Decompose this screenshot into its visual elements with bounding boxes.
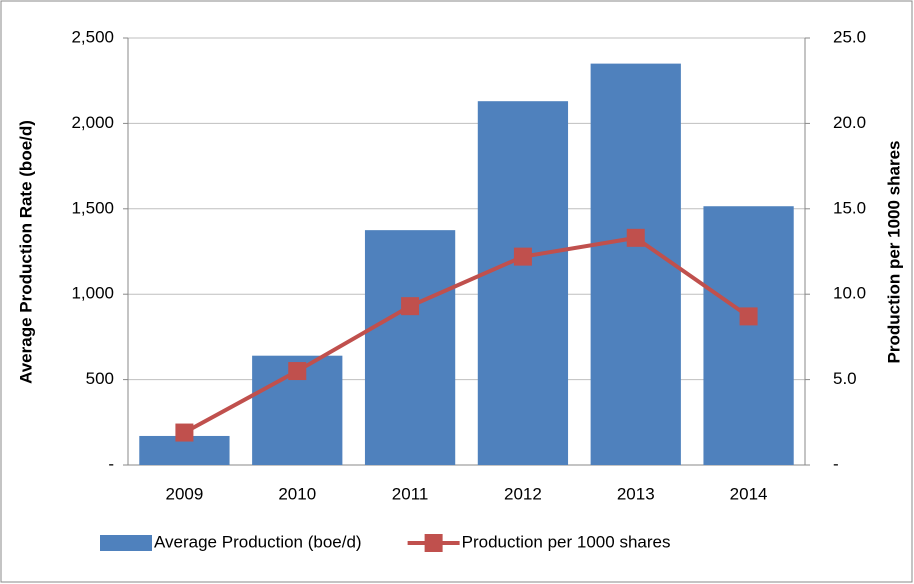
legend-label: Production per 1000 shares [462, 532, 671, 551]
line-marker [175, 423, 194, 442]
line-marker [739, 307, 758, 326]
y-tick-label: 1,000 [71, 284, 114, 303]
y2-tick-label: 20.0 [833, 113, 866, 132]
y-tick-label: 1,500 [71, 198, 114, 217]
x-tick-label: 2014 [730, 484, 768, 503]
y-tick-label: - [108, 454, 114, 473]
legend-swatch [100, 535, 152, 551]
line [183, 235, 750, 435]
y2-tick-label: - [833, 454, 839, 473]
bar [364, 230, 456, 465]
x-tick-label: 2012 [504, 484, 542, 503]
x-tick-label: 2009 [166, 484, 204, 503]
y2-axis-title: Production per 1000 shares [884, 141, 903, 364]
x-tick-label: 2011 [392, 484, 429, 503]
y2-tick-label: 25.0 [833, 27, 866, 46]
x-tick-label: 2013 [617, 484, 655, 503]
y2-tick-label: 5.0 [833, 369, 857, 388]
bar [703, 206, 794, 465]
line-marker [288, 362, 307, 381]
y-tick-label: 500 [86, 369, 114, 388]
legend-label: Average Production (boe/d) [154, 532, 362, 551]
legend-marker [424, 534, 443, 552]
bar [590, 63, 681, 466]
y2-tick-label: 15.0 [833, 198, 866, 217]
line-marker [401, 297, 420, 316]
y-axis-title: Average Production Rate (boe/d) [16, 120, 35, 384]
line-marker [513, 247, 532, 266]
y-tick-label: 2,500 [71, 27, 114, 46]
y2-tick-label: 10.0 [833, 284, 866, 303]
bar [477, 101, 569, 466]
x-tick-label: 2010 [278, 484, 316, 503]
y-tick-label: 2,000 [71, 113, 114, 132]
line-marker [626, 228, 645, 247]
